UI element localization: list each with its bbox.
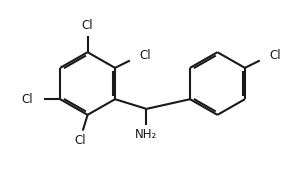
Text: NH₂: NH₂ [135,128,158,141]
Text: Cl: Cl [74,134,85,147]
Text: Cl: Cl [139,49,151,62]
Text: Cl: Cl [82,19,93,32]
Text: Cl: Cl [21,93,33,106]
Text: Cl: Cl [269,49,281,62]
